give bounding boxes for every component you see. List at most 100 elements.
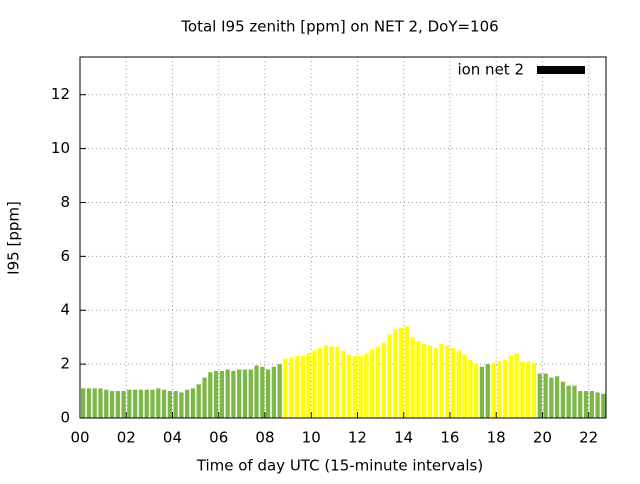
bar (260, 366, 265, 418)
x-tick-label: 20 (533, 429, 552, 447)
bar (502, 360, 508, 418)
x-tick-label: 04 (163, 429, 182, 447)
y-tick-label: 4 (60, 301, 70, 319)
bar (86, 388, 92, 418)
bar (468, 360, 473, 418)
bar (254, 365, 259, 418)
bar (81, 388, 86, 418)
bar (485, 364, 490, 418)
x-tick-label: 06 (209, 429, 228, 447)
bar (115, 391, 120, 418)
bar (520, 361, 525, 418)
bar (589, 391, 594, 418)
y-tick-label: 0 (60, 409, 70, 427)
bar (358, 356, 363, 418)
bar (219, 370, 225, 418)
bar (289, 357, 294, 418)
x-tick-label: 14 (394, 429, 413, 447)
bar (439, 343, 444, 418)
bar (364, 353, 369, 418)
bar (554, 376, 560, 418)
x-tick-label: 02 (117, 429, 136, 447)
legend-label: ion net 2 (457, 61, 524, 79)
bar (416, 341, 421, 418)
legend-swatch (537, 66, 585, 74)
bar (601, 393, 606, 418)
x-tick-label: 18 (487, 429, 506, 447)
y-tick-label: 6 (60, 247, 70, 265)
bar (450, 347, 456, 418)
bar (595, 392, 600, 418)
bar (121, 391, 126, 418)
bar (167, 391, 172, 418)
x-tick-label: 00 (70, 429, 89, 447)
bar (265, 369, 271, 418)
bar (433, 347, 438, 418)
bar (317, 347, 323, 418)
bar (196, 384, 201, 418)
bar (352, 356, 357, 418)
bar (150, 389, 155, 418)
bar (583, 391, 589, 418)
bar (92, 388, 97, 418)
bar (479, 366, 485, 418)
bar (456, 350, 461, 418)
bar (560, 381, 566, 418)
bar (225, 369, 230, 418)
bar (526, 361, 531, 418)
x-tick-label: 12 (348, 429, 367, 447)
bar (375, 346, 381, 418)
x-tick-label: 16 (440, 429, 459, 447)
bar (213, 370, 219, 418)
bar (370, 349, 375, 418)
bar (312, 350, 317, 418)
bar (161, 389, 167, 418)
bar (127, 389, 132, 418)
bar (144, 389, 149, 418)
bar (248, 369, 253, 418)
bar (98, 388, 103, 418)
y-tick-label: 12 (51, 85, 70, 103)
bar (242, 369, 248, 418)
bar (531, 362, 537, 418)
bar (271, 366, 277, 418)
bar (202, 377, 207, 418)
bar (410, 337, 415, 418)
x-tick-label: 08 (255, 429, 274, 447)
y-tick-label: 8 (60, 193, 70, 211)
bar (381, 342, 386, 418)
bar (173, 391, 178, 418)
bar (537, 373, 542, 418)
x-tick-label: 10 (302, 429, 321, 447)
bar (133, 389, 138, 418)
bar (462, 354, 467, 418)
bar (109, 391, 115, 418)
bar (491, 362, 496, 418)
bar (231, 370, 236, 418)
bar (578, 391, 583, 418)
bar (514, 353, 519, 418)
bar (497, 361, 502, 418)
bar (156, 388, 161, 418)
y-tick-label: 2 (60, 355, 70, 373)
bar (549, 377, 554, 418)
bar (283, 358, 288, 418)
bar (300, 356, 305, 418)
bar (208, 372, 213, 418)
bar (237, 369, 242, 418)
bar (566, 385, 571, 418)
bar (179, 392, 184, 418)
x-axis-label: Time of day UTC (15-minute intervals) (196, 457, 483, 475)
bar (427, 345, 433, 418)
bar (387, 334, 392, 418)
bar (474, 364, 479, 418)
bar (346, 354, 352, 418)
bar (508, 356, 514, 418)
bar (393, 329, 398, 418)
bar (190, 388, 196, 418)
bar (398, 327, 404, 418)
bar (572, 385, 577, 418)
bar (294, 356, 300, 418)
bar (445, 345, 450, 418)
